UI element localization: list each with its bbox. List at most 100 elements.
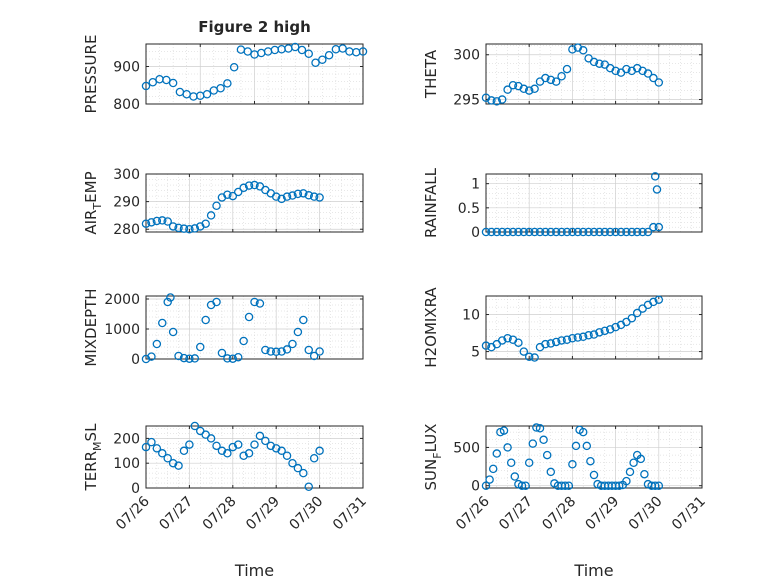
panel-rainfall: 0 0.5 1 RAINFALL <box>422 167 703 241</box>
data-point <box>649 73 658 83</box>
data-point <box>190 224 200 233</box>
data-point <box>649 297 658 307</box>
data-point <box>564 481 574 490</box>
series-points <box>141 421 324 492</box>
data-point <box>261 345 270 355</box>
data-point <box>562 64 572 74</box>
data-point <box>293 189 303 199</box>
data-point <box>589 330 599 339</box>
data-point <box>243 47 252 56</box>
y-axis-label: AIRTEMP <box>82 171 104 234</box>
data-point <box>546 467 556 477</box>
data-point <box>185 354 194 363</box>
data-point <box>560 481 570 490</box>
gridlines <box>145 426 364 489</box>
series-points <box>481 43 664 106</box>
y-tick-label: 0.5 <box>458 201 480 217</box>
data-point <box>179 353 189 363</box>
data-point <box>147 437 156 447</box>
data-point <box>650 481 660 490</box>
data-point <box>627 313 637 323</box>
data-point <box>578 332 588 342</box>
data-point <box>524 86 534 95</box>
gridlines <box>485 44 703 104</box>
y-axis-label: H2OMIXRA <box>422 287 440 368</box>
axes-frame <box>485 173 703 233</box>
data-point <box>290 42 300 52</box>
data-point <box>166 293 175 302</box>
data-point <box>233 352 243 362</box>
data-point <box>228 354 238 363</box>
data-point <box>179 224 189 233</box>
data-point <box>212 297 221 307</box>
data-point <box>562 335 572 344</box>
data-point <box>338 44 347 53</box>
y-tick-label: 2000 <box>104 292 140 308</box>
axes-frame <box>145 425 364 489</box>
data-point <box>141 81 151 91</box>
axes-frame <box>485 295 703 360</box>
data-point <box>201 315 210 325</box>
data-point <box>168 327 178 337</box>
data-point <box>261 436 270 446</box>
data-point <box>595 59 604 68</box>
data-point <box>541 73 550 83</box>
data-point <box>497 95 507 104</box>
data-point <box>654 481 664 490</box>
data-point <box>629 458 638 467</box>
data-point <box>582 441 592 451</box>
data-point <box>309 453 319 463</box>
y-tick-label: 280 <box>113 222 140 238</box>
y-axis-label: MIXDEPTH <box>82 288 100 366</box>
data-point <box>250 180 259 190</box>
data-point <box>190 421 200 431</box>
data-point <box>510 472 520 481</box>
data-point <box>595 328 604 337</box>
data-point <box>611 322 620 332</box>
data-point <box>185 224 194 234</box>
data-point <box>152 444 162 453</box>
data-point <box>514 227 523 237</box>
data-point <box>643 227 653 237</box>
data-point <box>551 227 561 237</box>
data-point <box>622 227 631 237</box>
y-tick-label: 0 <box>471 479 480 495</box>
data-point <box>571 441 581 451</box>
series-points <box>481 172 664 237</box>
data-point <box>524 227 534 237</box>
data-point <box>163 297 172 307</box>
y-axis-label-main: H2OMIXRA <box>422 287 440 368</box>
data-point <box>521 481 530 490</box>
y-axis-label-main: MIXDEPTH <box>82 288 100 366</box>
data-point <box>217 348 227 358</box>
y-axis-label-sub: F <box>431 452 444 458</box>
y-tick-label: 5 <box>471 345 480 361</box>
y-axis-label-main: THETA <box>422 49 440 99</box>
data-point <box>223 79 232 88</box>
y-axis-label: TERRMSL <box>82 423 104 492</box>
data-point <box>228 191 238 201</box>
data-point <box>168 222 178 231</box>
x-axis-label: Time <box>573 561 613 580</box>
data-point <box>299 189 308 198</box>
data-point <box>266 441 276 451</box>
data-point <box>299 315 308 325</box>
data-point <box>578 427 588 437</box>
plot-area <box>146 296 363 359</box>
data-point <box>517 481 527 490</box>
data-point <box>288 458 297 468</box>
axes-frame <box>485 43 703 105</box>
data-point <box>557 227 566 237</box>
y-axis-label-main: RAINFALL <box>422 167 440 238</box>
y-tick-label: 1 <box>471 177 480 193</box>
data-point <box>141 442 151 452</box>
y-tick-label: 0 <box>131 481 140 497</box>
data-point <box>158 216 167 225</box>
data-point <box>487 96 496 105</box>
data-point <box>324 51 334 60</box>
chart-title: Figure 2 high <box>198 18 311 36</box>
data-point <box>168 458 178 468</box>
data-point <box>530 353 539 362</box>
data-point <box>233 440 243 449</box>
data-point <box>293 327 303 337</box>
